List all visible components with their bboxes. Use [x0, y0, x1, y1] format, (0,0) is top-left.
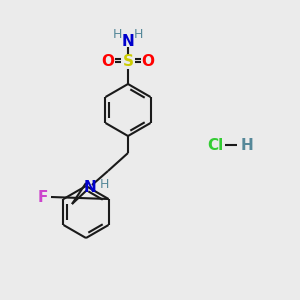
- Text: O: O: [142, 55, 154, 70]
- Text: H: H: [133, 28, 143, 40]
- Text: F: F: [38, 190, 48, 205]
- Text: S: S: [122, 55, 134, 70]
- Text: N: N: [122, 34, 134, 49]
- Text: N: N: [84, 179, 96, 194]
- Text: H: H: [241, 137, 254, 152]
- Text: O: O: [101, 55, 115, 70]
- Text: Cl: Cl: [207, 137, 223, 152]
- Text: H: H: [99, 178, 109, 191]
- Text: H: H: [112, 28, 122, 40]
